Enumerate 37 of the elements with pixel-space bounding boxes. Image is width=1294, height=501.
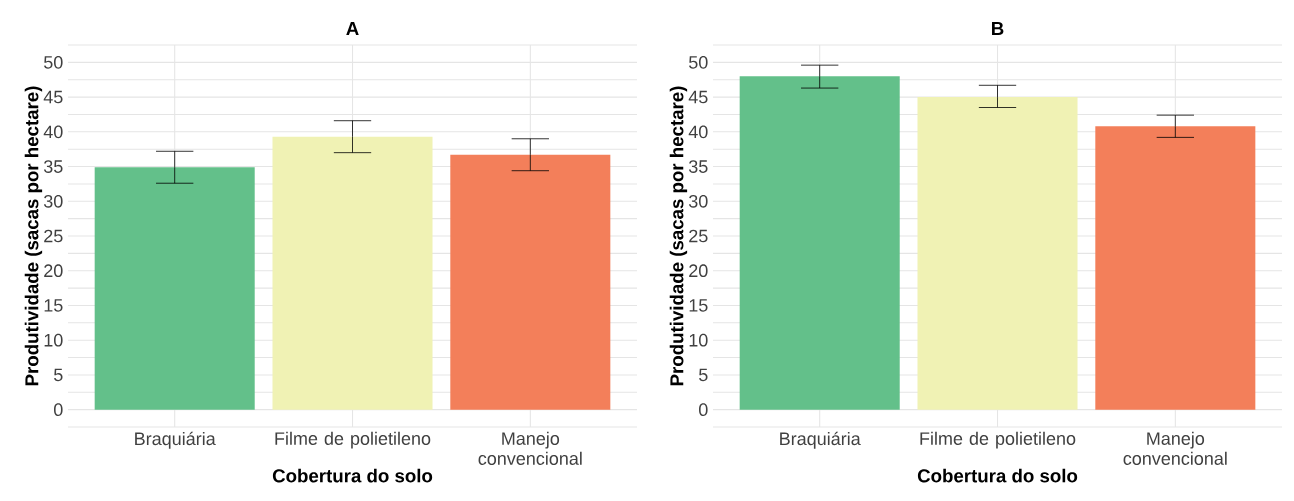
y-tick-label: 40 xyxy=(688,125,708,139)
y-tick-label: 15 xyxy=(689,299,708,312)
bar xyxy=(917,97,1078,410)
y-tick-label: 35 xyxy=(43,160,63,173)
y-tick-label: 35 xyxy=(688,160,708,173)
y-axis-title: Produtividade (sacas por hectare) xyxy=(669,86,688,386)
y-tick-label: 40 xyxy=(43,125,63,139)
x-tick-label: Braquiária xyxy=(780,431,861,449)
y-axis-title: Produtividade (sacas por hectare) xyxy=(24,86,43,386)
x-tick-label: Filme de polietileno xyxy=(920,431,1076,449)
y-tick-label: 10 xyxy=(44,333,63,347)
y-tick-label: 50 xyxy=(43,56,63,69)
y-tick-label: 30 xyxy=(688,194,708,208)
x-tick-label: Filme de polietileno xyxy=(275,431,431,449)
y-tick-label: 45 xyxy=(43,90,63,104)
y-tick-label: 5 xyxy=(699,368,708,382)
y-tick-label: 25 xyxy=(44,229,63,243)
y-tick-label: 0 xyxy=(699,403,708,416)
x-tick-label: Braquiária xyxy=(135,431,216,449)
x-tick-label: Manejo convencional xyxy=(478,431,582,465)
y-tick-label: 45 xyxy=(688,90,708,104)
y-tick-label: 0 xyxy=(54,403,63,416)
bar xyxy=(1095,126,1256,410)
x-axis-title: Cobertura do solo xyxy=(272,468,433,483)
chart-title: B xyxy=(992,22,1004,35)
y-tick-label: 15 xyxy=(44,299,63,312)
y-tick-label: 20 xyxy=(689,264,708,278)
chart-title: A xyxy=(346,22,359,35)
y-tick-label: 25 xyxy=(689,229,708,243)
y-tick-label: 5 xyxy=(54,368,63,382)
y-tick-label: 20 xyxy=(44,264,63,278)
bar xyxy=(739,76,900,410)
y-tick-label: 30 xyxy=(43,194,63,208)
x-tick-label: Manejo convencional xyxy=(1123,431,1227,465)
y-tick-label: 10 xyxy=(689,333,708,347)
x-axis-title: Cobertura do solo xyxy=(917,468,1078,483)
y-tick-label: 50 xyxy=(688,56,708,69)
